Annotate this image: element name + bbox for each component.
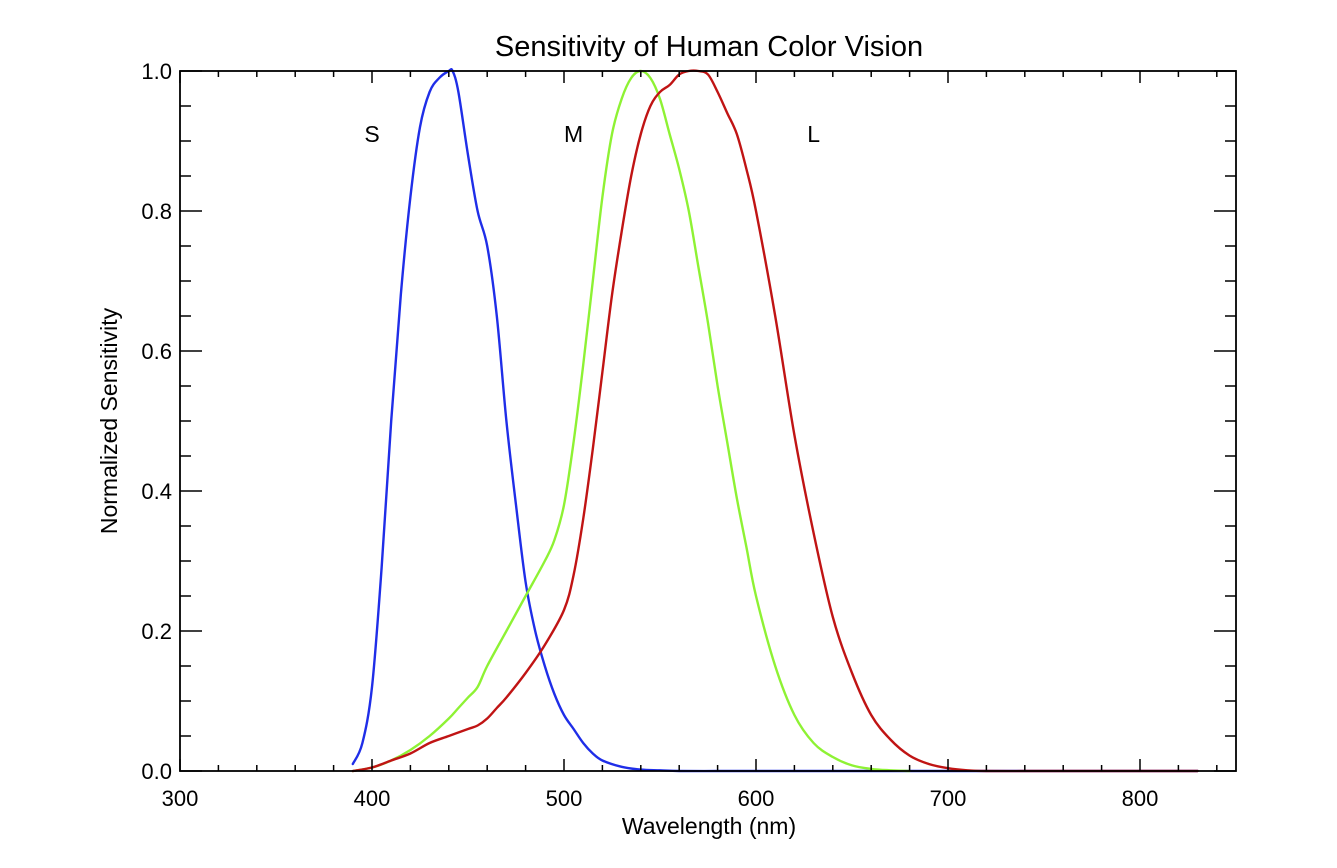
y-tick-label: 0.0 (141, 759, 172, 784)
y-tick-labels: 0.0 0.2 0.4 0.6 0.8 1.0 (141, 59, 172, 784)
series-line-1 (351, 69, 911, 773)
x-tick-label: 600 (738, 786, 775, 811)
x-axis-label: Wavelength (nm) (622, 813, 796, 839)
y-tick-label: 0.4 (141, 479, 172, 504)
y-tick-label: 0.8 (141, 199, 172, 224)
x-tick-label: 500 (546, 786, 583, 811)
y-tick-label: 0.6 (141, 339, 172, 364)
cone-label-m: M (564, 121, 583, 147)
cone-label-s: S (364, 121, 379, 147)
x-tick-label: 300 (162, 786, 199, 811)
x-tick-label: 400 (354, 786, 391, 811)
plot-frame (179, 70, 1237, 772)
tick-layer (179, 70, 1236, 772)
x-tick-label: 700 (930, 786, 967, 811)
y-axis-label: Normalized Sensitivity (96, 307, 122, 534)
cone-label-l: L (807, 121, 820, 147)
chart-title: Sensitivity of Human Color Vision (495, 31, 923, 63)
y-tick-label: 1.0 (141, 59, 172, 84)
series-layer (351, 67, 1199, 773)
x-tick-labels: 300 400 500 600 700 800 (162, 786, 1159, 811)
y-tick-label: 0.2 (141, 619, 172, 644)
x-tick-label: 800 (1122, 786, 1159, 811)
